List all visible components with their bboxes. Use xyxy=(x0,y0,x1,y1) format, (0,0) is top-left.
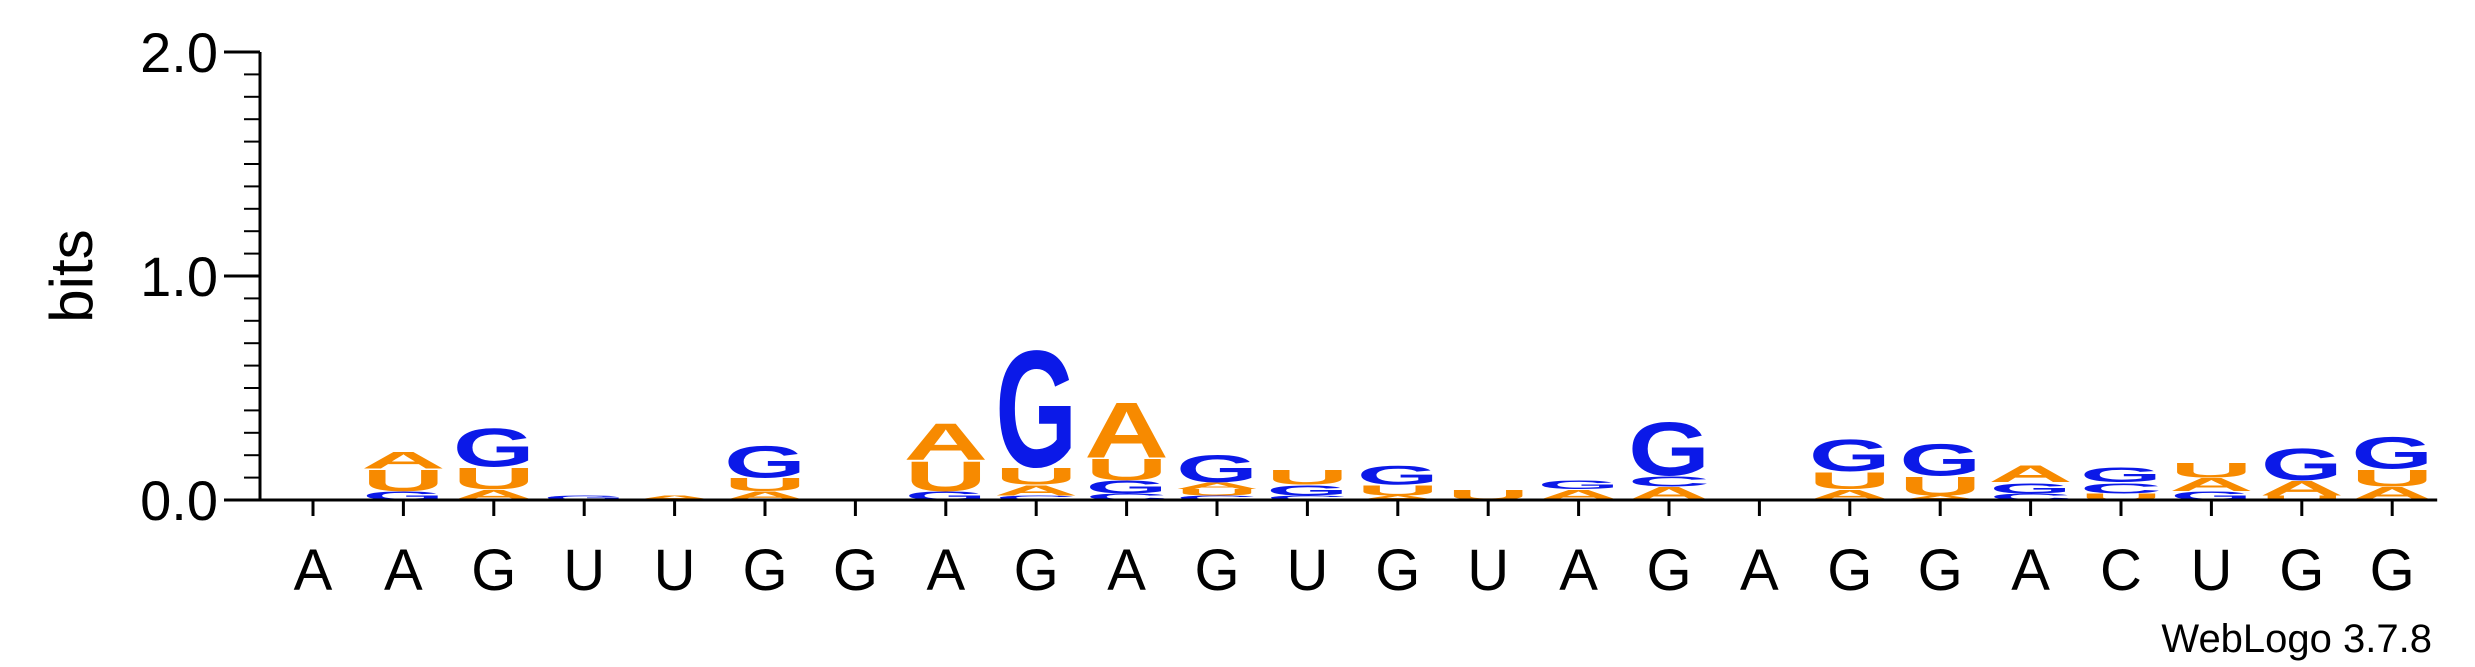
logo-letter-C: C xyxy=(1628,473,1710,490)
logo-letter-G: G xyxy=(1990,480,2072,497)
logo-letter-C: C xyxy=(2080,480,2162,497)
position-label: U xyxy=(2190,538,2232,603)
logo-letter-A: A xyxy=(2260,476,2345,500)
logo-letter-A: A xyxy=(361,447,446,474)
logo-letter-A: A xyxy=(1355,495,1440,502)
logo-letter-A: A xyxy=(2169,475,2254,495)
logo-letter-U: U xyxy=(905,453,987,500)
position-label: A xyxy=(1107,538,1146,603)
y-tick-label: 0.0 xyxy=(140,469,218,532)
logo-letter-U: U xyxy=(2261,495,2343,502)
logo-letter-U: U xyxy=(362,464,444,498)
position-label: U xyxy=(654,538,696,603)
logo-letter-G: G xyxy=(1176,446,1258,490)
logo-letter-G: G xyxy=(1899,435,1981,485)
position-label: G xyxy=(833,538,878,603)
logo-letter-G: G xyxy=(1809,431,1891,481)
logo-letter-U: U xyxy=(2351,465,2433,492)
logo-letter-C: C xyxy=(1085,492,1167,502)
logo-letter-G: G xyxy=(1086,477,1168,497)
logo-letter-G: G xyxy=(543,495,625,502)
y-axis-title: bits xyxy=(38,229,105,322)
logo-letter-U: U xyxy=(1266,465,1348,489)
position-label: G xyxy=(471,538,516,603)
logo-letter-G: G xyxy=(1357,460,1439,491)
logo-letter-U: U xyxy=(1085,453,1167,487)
position-label: G xyxy=(2370,538,2415,603)
logo-letter-U: U xyxy=(2080,492,2162,502)
position-label: G xyxy=(1918,538,1963,603)
logo-letter-C: C xyxy=(995,495,1077,502)
logo-letter-U: U xyxy=(1899,471,1981,502)
position-label: G xyxy=(1014,538,1059,603)
y-axis-ticks: 0.0 1.0 2.0 xyxy=(140,21,260,532)
logo-letter-G: G xyxy=(2080,463,2162,487)
logo-letter-A: A xyxy=(632,495,717,502)
logo-letter-G: G xyxy=(2261,439,2343,489)
position-label: G xyxy=(1827,538,1872,603)
logo-letter-U: U xyxy=(724,475,806,495)
position-label: A xyxy=(1559,538,1598,603)
position-label: A xyxy=(384,538,423,603)
logo-letter-A: A xyxy=(1084,387,1169,475)
logo-letter-C: C xyxy=(1989,492,2071,502)
position-label: A xyxy=(926,538,965,603)
position-label: A xyxy=(2011,538,2050,603)
logo-letter-G: G xyxy=(453,417,535,478)
logo-letter-G: G xyxy=(995,316,1077,503)
logo-letter-C: C xyxy=(1266,495,1348,502)
logo-letter-C: C xyxy=(1176,495,1258,502)
logo-letter-A: A xyxy=(994,482,1079,499)
position-label: G xyxy=(1194,538,1239,603)
position-label: A xyxy=(294,538,333,603)
y-tick-label: 2.0 xyxy=(140,21,218,84)
position-label: A xyxy=(1740,538,1779,603)
logo-letter-U: U xyxy=(1357,482,1439,499)
logo-letter-U: U xyxy=(2170,459,2252,483)
logo-letter-G: G xyxy=(724,437,806,487)
position-label: G xyxy=(1646,538,1691,603)
position-label: C xyxy=(2100,538,2142,603)
logo-letter-A: A xyxy=(1175,481,1260,491)
position-label: G xyxy=(742,538,787,603)
logo-letter-G: G xyxy=(1538,478,1620,492)
logo-letter-G: G xyxy=(1267,482,1349,499)
logo-letter-U: U xyxy=(1809,467,1891,494)
position-label: G xyxy=(2279,538,2324,603)
position-label: G xyxy=(1375,538,1420,603)
weblogo-credit: WebLogo 3.7.8 xyxy=(2161,617,2432,661)
y-tick-label: 1.0 xyxy=(140,245,218,308)
logo-letter-U: U xyxy=(453,462,535,496)
position-label: U xyxy=(1467,538,1509,603)
position-label: U xyxy=(1286,538,1328,603)
logo-letter-A: A xyxy=(1988,460,2073,487)
logo-letter-A: A xyxy=(903,414,988,471)
logo-letter-U: U xyxy=(995,463,1077,490)
logo-letter-A: A xyxy=(1898,495,1983,502)
logo-letter-U: U xyxy=(1176,487,1258,497)
logo-letter-G: G xyxy=(1628,408,1710,492)
position-label: U xyxy=(563,538,605,603)
logo-letter-G: G xyxy=(2351,428,2433,478)
